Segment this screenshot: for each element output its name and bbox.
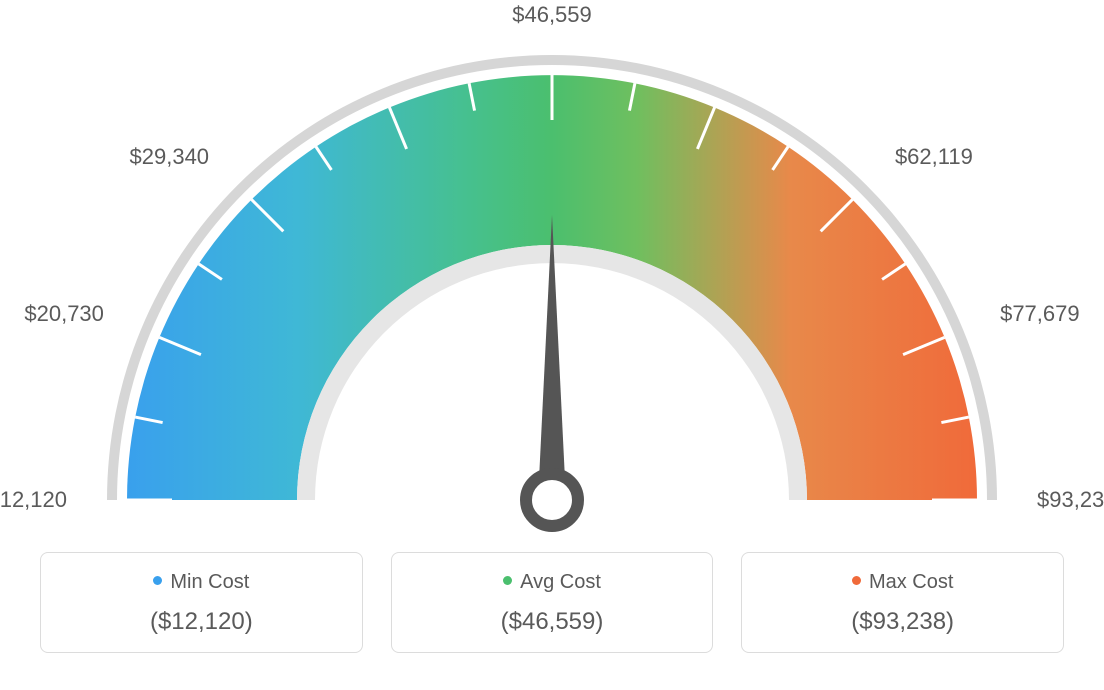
min-cost-card: Min Cost ($12,120) (40, 552, 363, 653)
min-cost-title: Min Cost (51, 571, 352, 594)
avg-cost-title: Avg Cost (402, 571, 703, 594)
min-cost-label: Min Cost (170, 571, 249, 593)
max-cost-card: Max Cost ($93,238) (741, 552, 1064, 653)
tick-label: $46,559 (512, 2, 592, 28)
tick-label: $93,238 (1037, 487, 1104, 513)
avg-dot-icon (503, 576, 512, 585)
tick-label: $20,730 (24, 301, 104, 327)
min-dot-icon (153, 576, 162, 585)
summary-cards-row: Min Cost ($12,120) Avg Cost ($46,559) Ma… (40, 552, 1064, 653)
max-cost-title: Max Cost (752, 571, 1053, 594)
gauge-chart-container: $12,120 $20,730 $29,340 $46,559 $62,119 $77,6… (0, 0, 1104, 690)
min-cost-value: ($12,120) (51, 608, 352, 636)
max-cost-label: Max Cost (869, 571, 953, 593)
gauge-svg (0, 0, 1104, 540)
tick-label: $62,119 (895, 144, 973, 170)
tick-label: $29,340 (130, 144, 210, 170)
max-cost-value: ($93,238) (752, 608, 1053, 636)
avg-cost-label: Avg Cost (520, 571, 601, 593)
max-dot-icon (852, 576, 861, 585)
gauge-area: $12,120 $20,730 $29,340 $46,559 $62,119 $77,6… (0, 0, 1104, 540)
avg-cost-value: ($46,559) (402, 608, 703, 636)
tick-label: $12,120 (0, 487, 67, 513)
tick-label: $77,679 (1000, 301, 1080, 327)
avg-cost-card: Avg Cost ($46,559) (391, 552, 714, 653)
